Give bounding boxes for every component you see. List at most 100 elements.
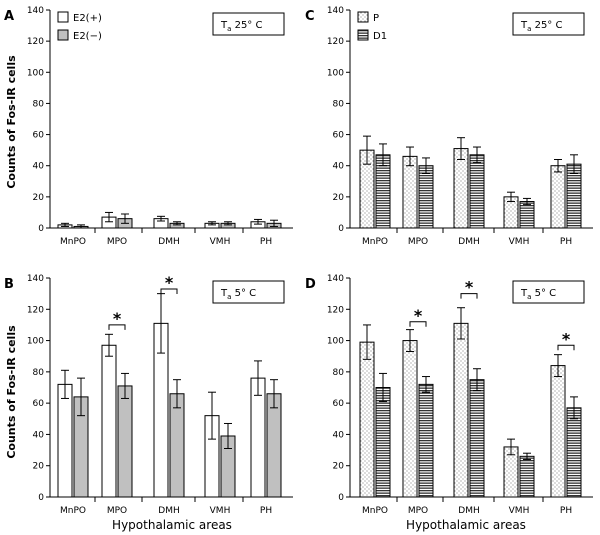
significance-bracket-d — [557, 344, 575, 351]
condition-label-b: Ta 5° C — [220, 288, 256, 301]
category-label-c: VMH — [509, 237, 530, 247]
legend-swatch-c-1 — [357, 11, 369, 23]
legend-label-a-2: E2(−) — [73, 31, 102, 42]
category-label-a: MnPO — [60, 237, 86, 247]
y-tick-label-a: 20 — [33, 193, 45, 203]
category-label-a: VMH — [210, 237, 231, 247]
panel-letter-b: B — [4, 277, 14, 292]
legend-swatch-a-2 — [57, 29, 69, 41]
bar-d-mpo-1 — [402, 340, 418, 498]
category-label-b: PH — [260, 506, 272, 516]
significance-bracket-b — [160, 288, 178, 294]
category-label-d: MPO — [408, 506, 428, 516]
bar-d-dmh-1 — [453, 322, 469, 498]
bar-b-mpo-1 — [101, 344, 117, 498]
y-tick-label-b: 0 — [38, 493, 44, 503]
condition-label-c: Ta 25° C — [520, 20, 562, 33]
category-label-d: PH — [560, 506, 572, 516]
bar-b-mpo-2 — [117, 385, 133, 498]
bar-b-ph-1 — [250, 377, 266, 498]
category-label-b: MPO — [107, 506, 127, 516]
y-tick-label-d: 20 — [333, 462, 345, 472]
condition-box-c — [512, 12, 585, 36]
y-tick-label-a: 140 — [27, 6, 44, 16]
y-tick-label-a: 120 — [27, 37, 44, 47]
bar-d-ph-2 — [566, 407, 582, 498]
y-tick-label-b: 40 — [33, 430, 45, 440]
bar-d-vmh-2 — [519, 455, 535, 498]
y-tick-label-d: 100 — [327, 337, 344, 347]
significance-bracket-d — [460, 293, 478, 299]
legend-label-a-1: E2(+) — [73, 13, 102, 24]
bar-b-ph-2 — [266, 393, 282, 498]
bar-c-vmh-2 — [519, 201, 535, 229]
bar-d-mnpo-1 — [359, 341, 375, 498]
y-tick-label-c: 140 — [327, 6, 344, 16]
condition-box-a — [212, 12, 285, 36]
bar-c-mpo-1 — [402, 155, 418, 229]
condition-label-d: Ta 5° C — [520, 288, 556, 301]
category-label-a: DMH — [158, 237, 179, 247]
significance-star-b: * — [165, 273, 174, 292]
category-label-a: MPO — [107, 237, 127, 247]
bar-d-mnpo-2 — [375, 387, 391, 498]
category-label-b: DMH — [158, 506, 179, 516]
y-tick-label-c: 80 — [333, 99, 345, 109]
category-label-d: VMH — [509, 506, 530, 516]
y-axis-label-bottom: Counts of Fos-IR cells — [5, 325, 18, 459]
y-tick-label-b: 140 — [27, 274, 44, 284]
bar-d-mpo-2 — [418, 383, 434, 498]
y-tick-label-c: 100 — [327, 68, 344, 78]
y-tick-label-b: 120 — [27, 305, 44, 315]
panel-a: 0 20 40 60 80 100 120 140 MnPO MPO DMH VMH PH Ta 25° … — [27, 6, 293, 247]
panel-letter-d: D — [305, 277, 316, 292]
y-tick-label-d: 80 — [333, 368, 345, 378]
y-tick-label-a: 40 — [33, 162, 45, 172]
panel-letter-a: A — [4, 9, 14, 24]
significance-star-d: * — [465, 278, 474, 297]
y-tick-label-c: 40 — [333, 162, 345, 172]
panel-letter-c: C — [305, 9, 315, 24]
panel-c: 0 20 40 60 80 100 120 140 MnPO MPO DMH VMH PH Ta 25° … — [327, 6, 593, 247]
bar-c-ph-1 — [550, 165, 566, 229]
category-label-d: MnPO — [362, 506, 388, 516]
x-axis-label-left: Hypothalamic areas — [112, 518, 232, 532]
panel-d: 0 20 40 60 80 100 120 140 MnPO MPO DMH VMH PH * * * Ta 5… — [327, 274, 593, 516]
significance-star-d: * — [414, 306, 423, 325]
bar-d-ph-1 — [550, 365, 566, 498]
y-tick-label-b: 20 — [33, 462, 45, 472]
category-label-d: DMH — [458, 506, 479, 516]
y-tick-label-a: 100 — [27, 68, 44, 78]
significance-star-d: * — [562, 329, 571, 348]
panel-b: 0 20 40 60 80 100 120 140 MnPO MPO DMH VMH PH * * Ta 5°… — [27, 273, 293, 516]
bar-b-mnpo-1 — [57, 383, 73, 498]
significance-bracket-b — [108, 324, 126, 330]
y-tick-label-c: 120 — [327, 37, 344, 47]
category-label-b: MnPO — [60, 506, 86, 516]
y-tick-label-a: 80 — [33, 99, 45, 109]
y-tick-label-b: 60 — [33, 399, 45, 409]
y-tick-label-d: 0 — [338, 493, 344, 503]
condition-box-b — [212, 280, 285, 304]
y-tick-label-c: 20 — [333, 193, 345, 203]
y-tick-label-a: 0 — [38, 224, 44, 234]
y-tick-label-d: 120 — [327, 305, 344, 315]
legend-label-c-2: D1 — [373, 31, 387, 42]
category-label-c: PH — [560, 237, 572, 247]
condition-box-d — [512, 280, 585, 304]
y-tick-label-c: 60 — [333, 131, 345, 141]
y-tick-label-d: 40 — [333, 430, 345, 440]
bar-c-dmh-2 — [469, 154, 485, 229]
bar-b-dmh-2 — [169, 393, 185, 498]
category-label-c: DMH — [458, 237, 479, 247]
bar-d-dmh-2 — [469, 379, 485, 498]
category-label-c: MnPO — [362, 237, 388, 247]
y-tick-label-a: 60 — [33, 131, 45, 141]
legend-swatch-c-2 — [357, 29, 369, 41]
legend-label-c-1: P — [373, 13, 379, 24]
y-tick-label-d: 140 — [327, 274, 344, 284]
x-axis-label-right: Hypothalamic areas — [406, 518, 526, 532]
bar-c-mpo-2 — [418, 165, 434, 229]
category-label-b: VMH — [210, 506, 231, 516]
